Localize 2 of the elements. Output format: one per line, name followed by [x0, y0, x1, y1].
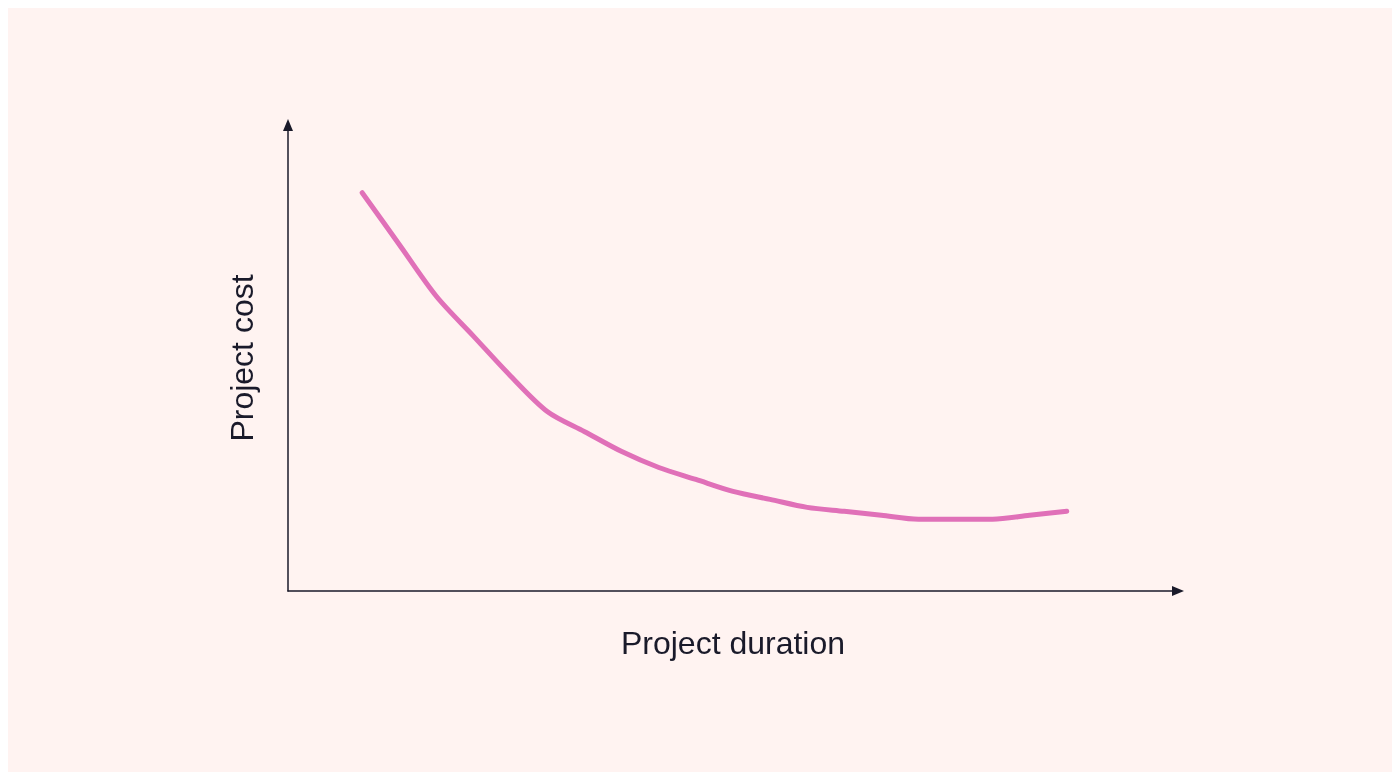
- y-axis-title: Project cost: [224, 274, 260, 442]
- x-axis-title: Project duration: [620, 625, 846, 661]
